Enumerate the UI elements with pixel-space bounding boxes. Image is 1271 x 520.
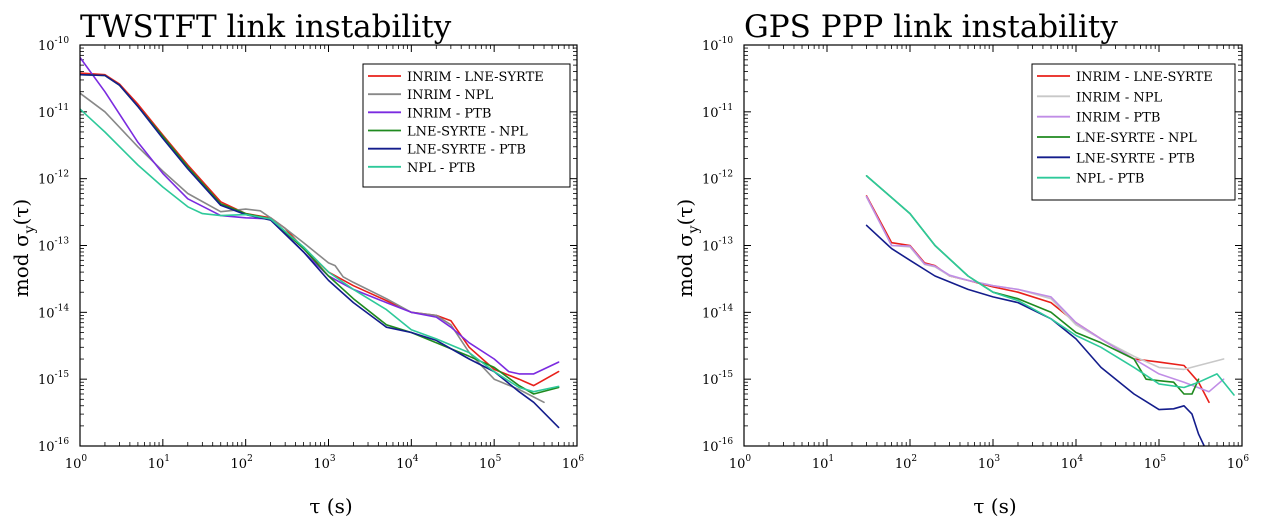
tick-labels: 100 101 102 103 104 105 106 10-16 10-15 10-14 10-1…	[38, 36, 584, 472]
y-axis-label-subscript: y	[22, 225, 38, 234]
y-axis-label-subscript: y	[686, 225, 702, 234]
x-tick-label: 100	[65, 454, 88, 472]
y-tick-label: 10-16	[702, 437, 733, 455]
series-line-6	[80, 108, 560, 393]
plot-frame	[743, 44, 1243, 447]
legend-label: INRIM - NPL	[407, 88, 494, 103]
y-tick-label: 10-14	[702, 303, 733, 321]
x-axis-label: τ (s)	[309, 494, 352, 518]
y-tick-label: 10-12	[702, 170, 733, 188]
y-tick-label: 10-15	[38, 370, 69, 388]
legend-label: LNE-SYRTE - PTB	[1076, 151, 1195, 166]
tick-labels: 100 101 102 103 104 105 106 10-16 10-15 10-14 10-1…	[702, 36, 1249, 472]
x-tick-label: 101	[812, 454, 834, 472]
plot-frame	[79, 44, 578, 447]
x-tick-label: 106	[562, 454, 585, 472]
legend-label: LNE-SYRTE - NPL	[407, 125, 528, 140]
legend-label: INRIM - PTB	[407, 106, 491, 121]
legend-label: INRIM - LNE-SYRTE	[1076, 70, 1213, 85]
x-tick-label: 104	[1061, 454, 1084, 472]
y-axis-label-prefix: mod σ	[673, 233, 697, 297]
y-tick-label: 10-10	[38, 36, 69, 54]
series-line-5	[80, 73, 560, 429]
y-axis-label-suffix: (τ)	[9, 199, 33, 226]
x-tick-label: 104	[396, 454, 419, 472]
x-tick-label: 101	[148, 454, 170, 472]
legend-label: INRIM - LNE-SYRTE	[407, 70, 544, 85]
legend-label: NPL - PTB	[407, 161, 475, 176]
y-tick-label: 10-13	[38, 237, 69, 255]
series-line-2	[865, 196, 1225, 371]
y-tick-label: 10-10	[702, 36, 733, 54]
y-axis-label-suffix: (τ)	[673, 199, 697, 226]
legend: INRIM - LNE-SYRTE INRIM - NPL INRIM - PTB L…	[362, 63, 571, 188]
legend-label: INRIM - NPL	[1076, 90, 1163, 105]
x-tick-label: 105	[1144, 454, 1167, 472]
x-tick-label: 105	[479, 454, 502, 472]
chart-title: TWSTFT link instability	[80, 9, 452, 45]
x-tick-label: 102	[231, 454, 253, 472]
legend-label: LNE-SYRTE - PTB	[407, 143, 526, 158]
y-axis-label: mod σy(τ)	[673, 199, 702, 297]
gps-ppp-chart: GPS PPP link instability 100 101 102 103 104…	[673, 9, 1249, 518]
legend-label: INRIM - PTB	[1076, 111, 1160, 126]
twstft-chart: TWSTFT link instability 100 101 102 103 104 1…	[9, 9, 584, 518]
y-tick-label: 10-16	[38, 437, 69, 455]
x-tick-label: 103	[978, 454, 1001, 472]
y-tick-label: 10-14	[38, 303, 69, 321]
legend-label: LNE-SYRTE - NPL	[1076, 131, 1197, 146]
x-tick-label: 102	[895, 454, 917, 472]
y-axis-label-prefix: mod σ	[9, 233, 33, 297]
series-lines	[80, 56, 560, 429]
chart-title: GPS PPP link instability	[744, 9, 1118, 45]
x-tick-label: 103	[313, 454, 336, 472]
y-tick-label: 10-13	[702, 237, 733, 255]
series-line-3	[865, 195, 1225, 393]
x-tick-label: 106	[1227, 454, 1250, 472]
legend-label: NPL - PTB	[1076, 172, 1144, 187]
y-tick-label: 10-12	[38, 170, 69, 188]
x-tick-label: 100	[729, 454, 752, 472]
x-axis-label: τ (s)	[973, 494, 1016, 518]
series-line-1	[865, 195, 1210, 404]
y-axis-label: mod σy(τ)	[9, 199, 38, 297]
series-line-2	[80, 92, 545, 404]
y-tick-label: 10-11	[38, 103, 69, 121]
series-line-6	[865, 175, 1235, 396]
y-tick-label: 10-15	[702, 370, 733, 388]
series-line-5	[865, 224, 1206, 446]
legend: INRIM - LNE-SYRTE INRIM - NPL INRIM - PTB L…	[1031, 63, 1236, 201]
series-lines	[865, 175, 1235, 446]
y-tick-label: 10-11	[702, 103, 733, 121]
